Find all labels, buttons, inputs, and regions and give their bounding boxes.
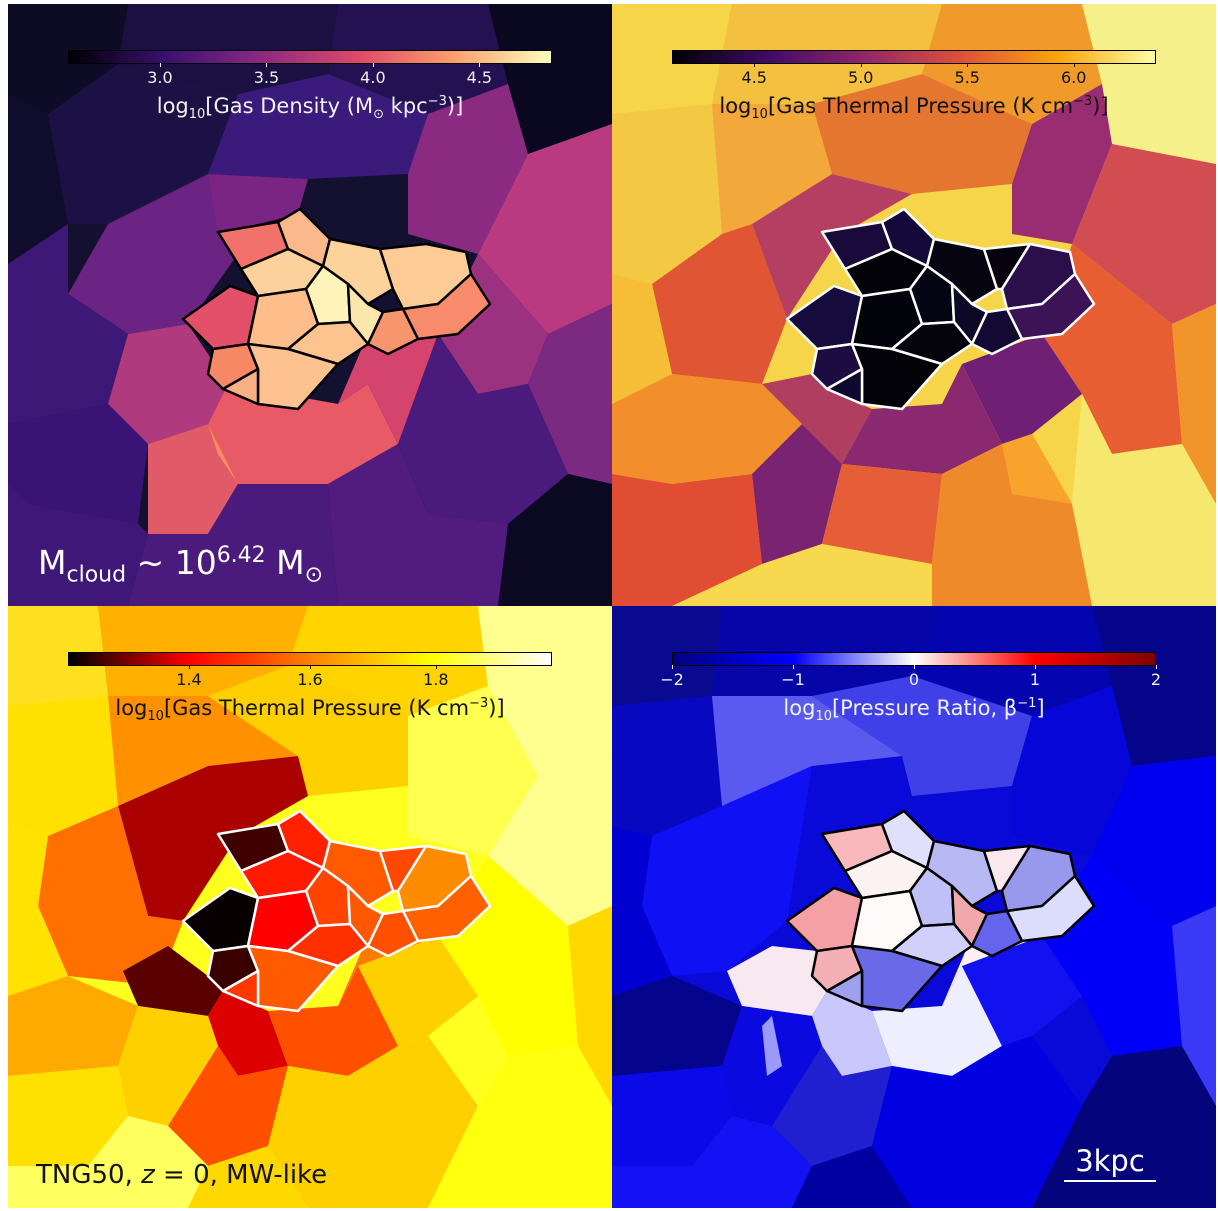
thermal-pressure-hot-panel: 1.4 1.6 1.8 log10[Gas Thermal Pressure (K … bbox=[8, 606, 612, 1208]
colorbar-tick-mark bbox=[793, 665, 794, 669]
colorbar-tick-label: 0 bbox=[908, 670, 920, 689]
colorbar-tick-label: −1 bbox=[781, 670, 805, 689]
colorbar-tick-label: 4.5 bbox=[741, 68, 767, 87]
colorbar-tick-mark bbox=[479, 63, 481, 67]
colorbar-tick-label: 6.0 bbox=[1060, 68, 1087, 87]
colorbar-tick-mark bbox=[266, 63, 268, 67]
colorbar-tick-mark bbox=[159, 63, 161, 67]
colorbar-tick-label: 1 bbox=[1029, 670, 1041, 689]
pressure-ratio-colorbar-label: log10[Pressure Ratio, β−1] bbox=[783, 696, 1045, 725]
colorbar-tick-label: 1.8 bbox=[423, 670, 449, 689]
thermal-pressure-plasma-panel: 4.5 5.0 5.5 6.0 log10[Gas Thermal Pressure … bbox=[612, 4, 1216, 606]
colorbar-tick-mark bbox=[967, 63, 969, 67]
colorbar-tick-label: −2 bbox=[660, 670, 684, 689]
density-panel: 3.0 3.5 4.0 4.5 log10[Gas Density (M⊙ kpc−3… bbox=[8, 4, 612, 606]
colorbar-tick-mark bbox=[754, 63, 756, 67]
colorbar-tick-mark bbox=[310, 665, 311, 669]
pressure-plasma-colorbar bbox=[672, 50, 1156, 64]
colorbar-tick-label: 5.5 bbox=[954, 68, 980, 87]
colorbar-tick-mark bbox=[860, 63, 862, 67]
density-colorbar-label: log10[Gas Density (M⊙ kpc−3)] bbox=[156, 94, 464, 123]
colorbar-tick-label: 3.5 bbox=[253, 68, 280, 87]
scale-bar-label: 3kpc bbox=[1075, 1144, 1145, 1178]
density-voronoi-map bbox=[8, 4, 612, 606]
colorbar-tick-label: 2 bbox=[1150, 670, 1162, 689]
scale-bar: 3kpc bbox=[1064, 1144, 1156, 1182]
pressure-ratio-panel: −2 −1 0 1 2 log10[Pressure Ratio, β−1] 3kpc bbox=[612, 606, 1216, 1208]
colorbar-tick-label: 4.0 bbox=[360, 68, 386, 87]
density-colorbar-ticks: 3.0 3.5 4.0 4.5 bbox=[68, 63, 552, 88]
pressure-hot-colorbar bbox=[68, 652, 552, 666]
pressure-hot-colorbar-label: log10[Gas Thermal Pressure (K cm−3)] bbox=[115, 696, 505, 725]
colorbar-tick-mark bbox=[672, 665, 673, 669]
pressure-plasma-colorbar-label: log10[Gas Thermal Pressure (K cm−3)] bbox=[719, 94, 1109, 123]
colorbar-tick-mark bbox=[914, 665, 915, 669]
colorbar-tick-mark bbox=[435, 665, 437, 669]
cloud-mass-label: Mcloud ∼ 106.42 M⊙ bbox=[38, 543, 324, 588]
pressure-ratio-colorbar-ticks: −2 −1 0 1 2 bbox=[660, 665, 1161, 690]
simulation-label: TNG50, z = 0, MW-like bbox=[36, 1160, 328, 1190]
pressure-ratio-colorbar bbox=[672, 652, 1156, 666]
pressure-ratio-voronoi-map bbox=[612, 606, 1216, 1208]
pressure-voronoi-map bbox=[612, 4, 1216, 606]
density-colorbar bbox=[68, 50, 552, 64]
pressure-plasma-colorbar-ticks: 4.5 5.0 5.5 6.0 bbox=[672, 63, 1156, 88]
colorbar-tick-label: 4.5 bbox=[466, 68, 493, 87]
colorbar-tick-mark bbox=[1073, 63, 1075, 67]
scale-bar-line bbox=[1064, 1180, 1156, 1182]
pressure-hot-colorbar-ticks: 1.4 1.6 1.8 bbox=[68, 665, 552, 690]
colorbar-tick-mark bbox=[1035, 665, 1036, 669]
colorbar-tick-mark bbox=[372, 63, 374, 67]
pressure-hot-voronoi-map bbox=[8, 606, 612, 1208]
colorbar-tick-label: 1.4 bbox=[176, 670, 202, 689]
colorbar-tick-mark bbox=[189, 665, 190, 669]
colorbar-tick-label: 3.0 bbox=[147, 68, 173, 87]
colorbar-tick-label: 5.0 bbox=[848, 68, 874, 87]
colorbar-tick-mark bbox=[1156, 665, 1157, 669]
colorbar-tick-label: 1.6 bbox=[297, 670, 323, 689]
